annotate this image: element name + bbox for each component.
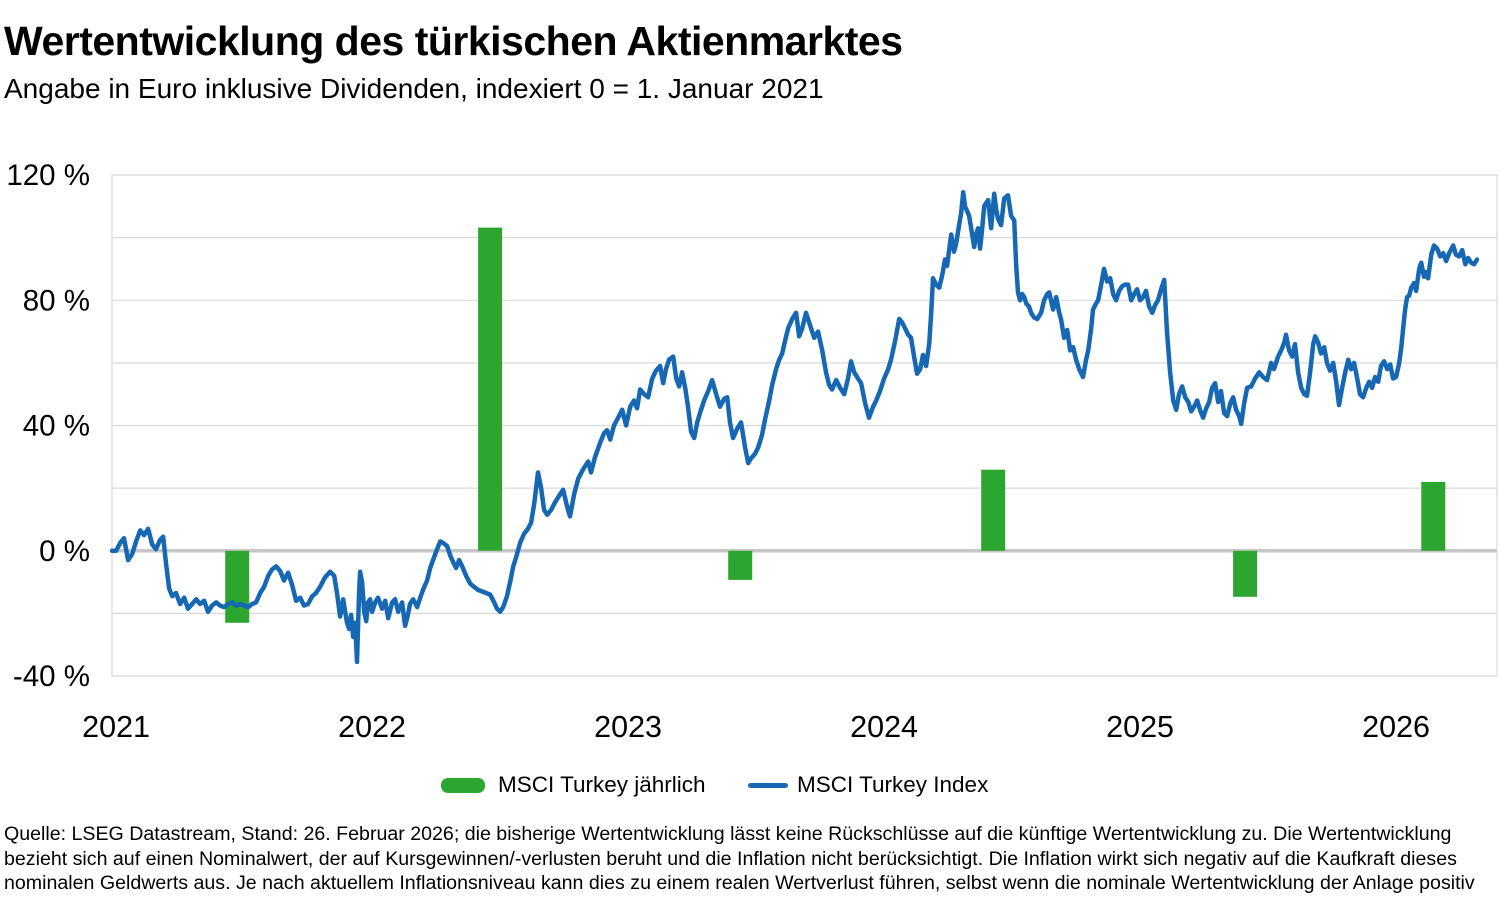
x-axis-label: 2024 [850, 710, 918, 744]
x-axis-label: 2021 [82, 710, 150, 744]
x-axis-label: 2023 [594, 710, 662, 744]
index-line [109, 189, 1480, 665]
y-axis-label: -40 % [13, 660, 90, 693]
y-axis-label: 120 % [6, 159, 90, 192]
x-axis-label: 2025 [1106, 710, 1174, 744]
legend-label-index: MSCI Turkey Index [797, 772, 989, 797]
plot-border [111, 174, 1498, 677]
line-swatch-icon [748, 782, 788, 788]
x-axis-label: 2022 [338, 710, 406, 744]
legend-item-index: MSCI Turkey Index [748, 770, 988, 800]
bar-swatch-icon [441, 777, 485, 793]
legend-label-annual: MSCI Turkey jährlich [498, 772, 706, 797]
annual-bar-2026 (YTD) [1421, 481, 1446, 551]
page-subtitle: Angabe in Euro inklusive Dividenden, ind… [4, 73, 824, 104]
chart-legend: MSCI Turkey jährlich MSCI Turkey Index [0, 770, 1500, 800]
page-title: Wertentwicklung des türkischen Aktienmar… [4, 18, 903, 64]
legend-item-annual: MSCI Turkey jährlich [441, 770, 706, 800]
chart-canvas: 120 % 80 % 40 % 0 % -40 % 2021 2022 2023 2024 202… [6, 159, 1498, 744]
annual-bar-2025 [1233, 550, 1258, 597]
y-axis-label: 0 % [39, 535, 90, 568]
annual-return-bars [225, 227, 1446, 623]
y-axis-label: 80 % [23, 284, 90, 317]
annual-bar-2023 [728, 550, 753, 580]
annual-bar-2021 [225, 550, 250, 623]
x-axis-label: 2026 [1362, 710, 1430, 744]
y-axis-label: 40 % [23, 410, 90, 443]
annual-bar-2024 [981, 469, 1006, 551]
annual-bar-2022 [478, 227, 503, 551]
source-disclaimer-text: Quelle: LSEG Datastream, Stand: 26. Febr… [4, 823, 1475, 898]
